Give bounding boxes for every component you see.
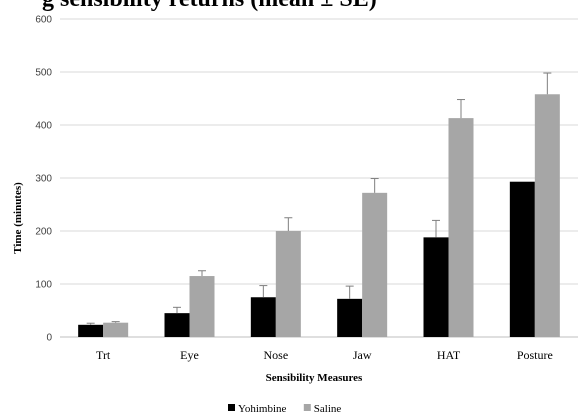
bar-yohimbine-hat (423, 237, 449, 337)
legend: Yohimbine Saline (228, 403, 341, 415)
y-tick-label: 300 (35, 174, 52, 185)
y-tick-label: 500 (35, 68, 52, 79)
y-tick-labels: 0 100 200 300 400 500 600 (35, 15, 52, 344)
bar-saline-trt (103, 322, 129, 337)
legend-swatch (228, 404, 235, 411)
x-axis-label: Sensibility Measures (266, 372, 363, 384)
legend-item-yohimbine: Yohimbine (228, 403, 287, 415)
error-bar (345, 285, 354, 299)
error-bar (111, 321, 120, 323)
x-tick-label: Jaw (353, 348, 372, 362)
error-bar (370, 178, 379, 193)
bar-yohimbine-posture (509, 181, 535, 337)
y-tick-label: 100 (35, 280, 52, 291)
legend-swatch (303, 404, 311, 411)
x-tick-label: Nose (263, 348, 288, 362)
legend-label: Saline (314, 403, 342, 415)
error-bar (173, 306, 181, 314)
bar-saline-hat (448, 118, 474, 337)
bar-saline-nose (275, 231, 301, 337)
gridlines (60, 18, 578, 338)
x-tick-labels: Trt Eye Nose Jaw HAT Posture (96, 348, 553, 362)
bar-yohimbine-eye (164, 313, 190, 337)
error-bar (259, 285, 268, 298)
y-tick-label: 400 (35, 121, 52, 132)
x-tick-label: HAT (437, 348, 461, 362)
x-tick-label: Eye (180, 348, 199, 362)
bar-saline-eye (189, 276, 215, 337)
y-tick-label: 600 (35, 15, 52, 26)
error-bar (86, 322, 95, 325)
bar-yohimbine-nose (250, 297, 276, 337)
bar-yohimbine-trt (78, 324, 104, 337)
x-tick-label: Trt (96, 348, 111, 362)
error-bar (457, 99, 465, 119)
bar-saline-jaw (362, 192, 388, 337)
bars (78, 94, 560, 337)
bar-yohimbine-jaw (337, 298, 363, 337)
bar-saline-posture (534, 94, 560, 337)
y-tick-label: 200 (35, 227, 52, 238)
error-bar (543, 72, 552, 95)
legend-item-saline: Saline (303, 403, 342, 415)
x-tick-label: Posture (517, 348, 553, 362)
error-bars (86, 72, 552, 325)
error-bar (284, 217, 293, 231)
y-axis-label: Time (minutes) (12, 182, 24, 254)
error-bar (432, 219, 440, 238)
y-tick-label: 0 (46, 333, 52, 344)
chart-title: g sensibility returns (mean ± SE) (42, 0, 377, 13)
error-bar (198, 270, 206, 277)
legend-label: Yohimbine (238, 403, 287, 415)
